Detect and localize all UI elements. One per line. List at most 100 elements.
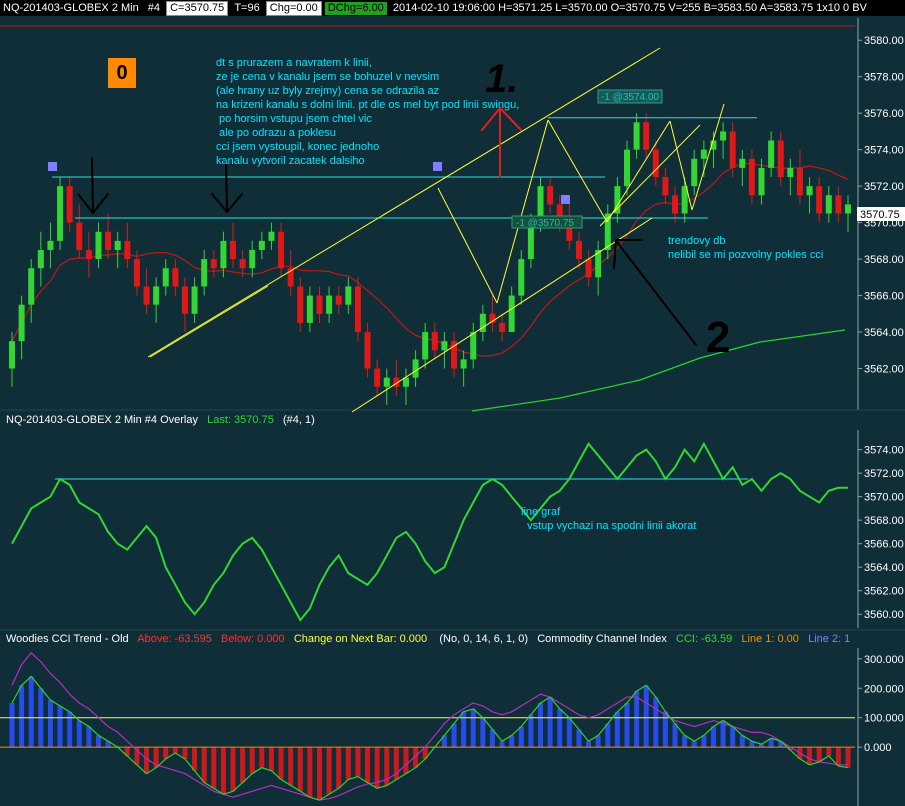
candle-body [672,195,679,214]
cci-histogram-bar [816,747,822,762]
cci-histogram-bar [710,726,716,748]
candle-body [623,149,630,187]
order-label-entry: -1 @3570.75 [516,218,574,229]
cci-histogram-bar [57,705,63,748]
cci-histogram-bar [489,729,495,748]
candle-body [835,195,842,214]
cci-histogram-bar [739,735,745,748]
candle-body [787,167,794,178]
up-arrow-icon [481,107,522,131]
cci-histogram-bar [249,747,255,774]
channel-line [496,119,549,304]
candle-body [518,259,525,296]
candle-body [662,177,669,196]
cci-histogram-bar [547,697,553,748]
candle-body [230,240,237,260]
order-label-box [511,215,583,229]
y-tick-label: 200.000 [864,683,904,695]
cci-histogram-bar [105,741,111,748]
y-tick-label: 3574.00 [864,145,904,157]
y-tick-label: 3560.00 [864,609,904,621]
cci-histogram-bar [384,747,390,786]
candle-body [825,195,832,214]
channel-line [351,217,653,413]
cci-histogram-bar [701,735,707,748]
candle-body [527,222,534,260]
cci-histogram-bar [691,741,697,748]
cci-histogram-bar [67,711,73,748]
cci-histogram-bar [595,735,601,748]
candle-body [566,222,573,241]
candle-body [210,259,217,269]
panel3-params: (No, 0, 14, 6, 1, 0) [439,633,529,645]
candle-body [479,313,486,333]
candle-body [460,359,467,369]
cci-histogram-bar [230,747,236,792]
candle-body [739,158,746,168]
header-chg: Chg=0.00 [265,1,322,16]
cci-histogram-bar [634,691,640,748]
cci-histogram-bar [355,747,361,777]
candle-body [710,140,717,150]
candle-body [66,186,73,223]
panel3-line1: Line 1: 0.00 [741,633,799,645]
candle-body [720,131,727,141]
cci-histogram-bar [605,723,611,748]
overlay-line [11,441,848,622]
candle-body [220,240,227,269]
cci-histogram-bar [528,714,534,748]
header-ticks: T=96 [234,2,260,14]
candle-body [508,295,515,333]
candle-body [758,167,765,196]
candle-body [816,186,823,214]
candle-body [499,322,506,333]
y-tick-label: 3570.00 [864,492,904,504]
cci-histogram-bar [518,726,524,748]
candle-body [9,341,15,369]
candle-body [422,332,429,360]
candle-body [374,368,381,387]
candle-body [28,268,35,305]
y-tick-label: 3568.00 [864,254,904,266]
cci-histogram-bar [826,747,832,756]
channel-line [669,120,693,211]
cci-histogram-bar [201,747,207,783]
cci-histogram-bar [720,720,726,748]
hand-label-one: 1. [485,57,518,101]
candle-body [431,332,438,351]
cci-histogram-bar [374,747,380,789]
header-symbol: NQ-201403-GLOBEX 2 Min [3,2,139,14]
candle-body [172,268,179,287]
panel3-cci: CCI: -63.59 [676,633,733,645]
cci-histogram-bar [259,747,265,768]
cci-histogram-bar [538,702,544,748]
cci-histogram-bar [268,747,274,771]
cci-histogram-bar [499,741,505,748]
cci-histogram-bar [653,697,659,748]
cci-histogram-bar [470,708,476,748]
cci-histogram-bar [86,726,92,748]
annotation-note-line: line graf vstup vychazi na spodni linii … [521,506,697,532]
swing-marker [433,162,442,171]
y-tick-label: 300.000 [864,654,904,666]
swing-marker [561,195,570,204]
candle-body [287,268,294,287]
cci-histogram-bar [220,747,226,795]
header-dchg: DChg=6.00 [324,2,387,15]
candle-body [76,222,83,250]
cci-histogram-bar [749,741,755,748]
cci-histogram-bar [9,702,15,748]
quote-header: NQ-201403-GLOBEX 2 Min #4 C=3570.75 T=96… [0,0,905,16]
cci-histogram-bar [422,747,428,759]
candle-body [335,295,342,305]
chart-number-badge: 0 [108,58,136,88]
channel-line [437,187,498,304]
candle-body [681,186,688,214]
candle-body [547,186,554,205]
candle-body [556,204,563,223]
cci-histogram-bar [682,735,688,748]
cci-trend-line [11,652,848,801]
y-tick-label: 3566.00 [864,539,904,551]
